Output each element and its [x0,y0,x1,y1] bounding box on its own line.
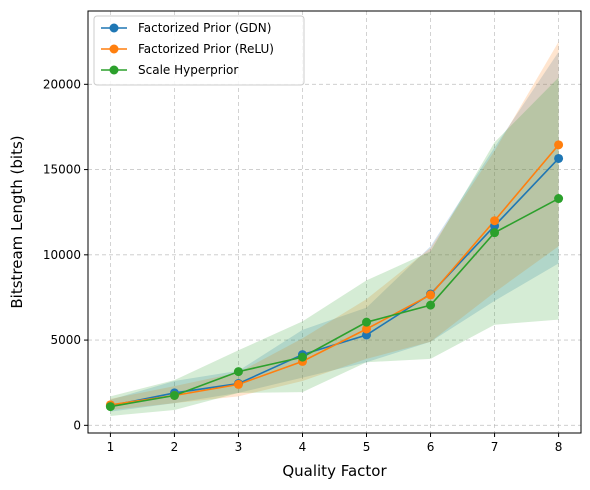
legend-marker [109,23,119,33]
legend-marker [109,65,119,75]
data-point [297,352,307,362]
x-tick-label: 7 [491,440,499,454]
data-point [362,324,372,334]
data-point [233,379,243,389]
data-point [169,390,179,400]
data-point [490,228,500,238]
x-axis-ticks: 1 2 3 4 5 6 7 8 [107,433,563,454]
data-point [554,153,564,163]
x-tick-label: 6 [427,440,435,454]
series-line [110,197,559,408]
legend: Factorized Prior (GDN) Factorized Prior (… [93,15,305,86]
series-lines [110,144,560,408]
data-point [426,300,436,310]
legend-items: Factorized Prior (GDN) Factorized Prior (… [101,21,274,77]
y-tick-label: 5000 [50,333,81,347]
y-tick-label: 0 [73,418,81,432]
x-axis-title: Quality Factor [282,462,387,480]
x-tick-label: 4 [299,440,307,454]
legend-label: Scale Hyperprior [138,63,238,77]
y-tick-label: 20000 [43,77,81,91]
confidence-band [110,41,559,410]
y-axis-ticks: 0 5000 10000 15000 20000 [43,77,88,432]
legend-label: Factorized Prior (ReLU) [138,42,274,56]
legend-marker [109,44,119,54]
data-point [426,290,436,300]
confidence-band [110,77,559,416]
data-point [362,317,372,327]
y-axis-title: Bitstream Length (bits) [8,135,26,308]
y-tick-label: 15000 [43,163,81,177]
x-tick-label: 1 [107,440,115,454]
y-tick-label: 10000 [43,248,81,262]
x-tick-label: 5 [363,440,371,454]
x-tick-label: 8 [555,440,563,454]
x-tick-label: 2 [171,440,179,454]
legend-box [93,15,305,86]
data-point [490,216,500,226]
series-points [105,140,564,412]
data-point [233,367,243,377]
confidence-bands [110,41,559,416]
data-point [105,402,115,412]
data-point [554,194,564,204]
x-tick-label: 3 [235,440,243,454]
legend-label: Factorized Prior (GDN) [138,21,271,35]
data-point [554,140,564,150]
confidence-band [110,51,559,412]
series-line [110,144,560,406]
plot-frame [87,10,582,434]
